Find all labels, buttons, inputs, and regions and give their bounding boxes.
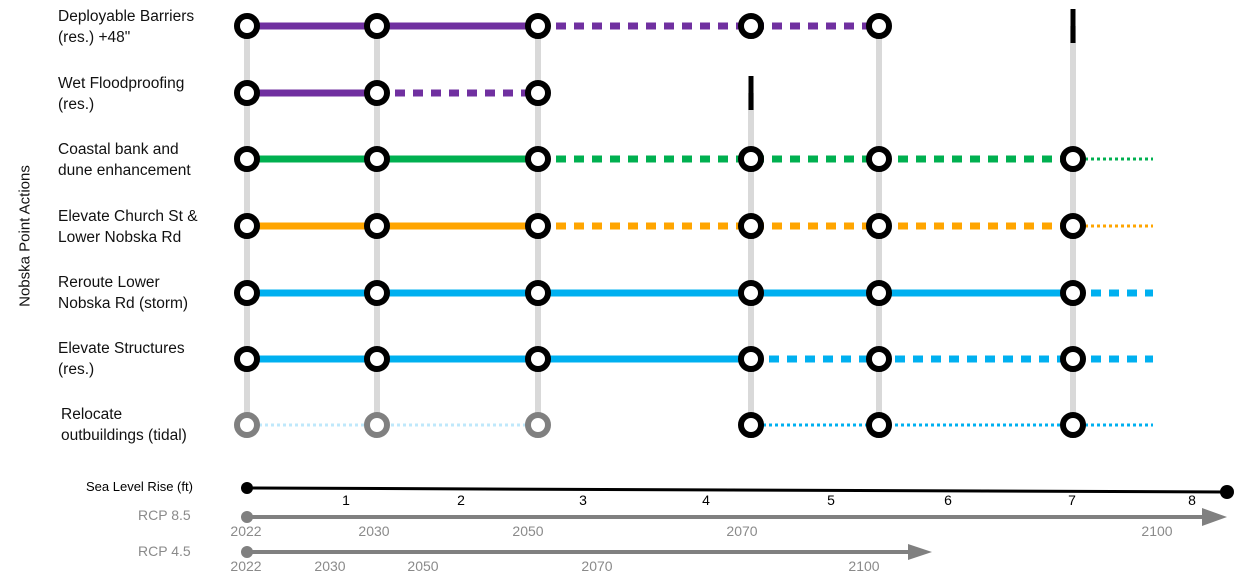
decision-node <box>1060 346 1086 372</box>
sea-level-rise-title: Sea Level Rise (ft) <box>86 479 193 494</box>
decision-nodes <box>234 13 1086 438</box>
action-label: Elevate Church St & Lower Nobska Rd <box>58 206 198 248</box>
action-label-line: Coastal bank and <box>58 141 179 158</box>
decision-node <box>738 13 764 39</box>
action-label-line: (res.) <box>58 361 95 378</box>
decision-node <box>234 213 260 239</box>
action-label: Wet Floodproofing (res.) <box>58 73 184 115</box>
decision-node <box>525 346 551 372</box>
decision-node <box>234 146 260 172</box>
rcp45-year-tick: 2022 <box>230 558 262 574</box>
rcp45-year-tick: 2050 <box>407 558 439 574</box>
sea-level-rise-tick: 7 <box>1068 492 1076 508</box>
decision-node <box>234 13 260 39</box>
decision-node <box>866 13 892 39</box>
decision-node <box>364 213 390 239</box>
rcp85-year-tick: 2030 <box>358 523 390 539</box>
decision-node <box>866 346 892 372</box>
action-label-line: (res.) <box>58 96 95 113</box>
rcp85-title: RCP 8.5 <box>138 507 191 523</box>
decision-node <box>866 412 892 438</box>
rcp85-arrowhead <box>1202 508 1227 526</box>
sea-level-rise-tick: 3 <box>579 492 587 508</box>
decision-node <box>525 13 551 39</box>
action-label-line: Wet Floodproofing <box>58 75 185 92</box>
decision-node <box>1060 412 1086 438</box>
decision-node <box>234 412 260 438</box>
action-label: Elevate Structures (res.) <box>58 338 185 380</box>
decision-node <box>234 346 260 372</box>
decision-node <box>738 280 764 306</box>
rcp45-year-tick: 2100 <box>848 558 880 574</box>
sea-level-rise-tick: 4 <box>702 492 710 508</box>
decision-node <box>525 280 551 306</box>
rcp45-title: RCP 4.5 <box>138 543 191 559</box>
decision-node <box>234 280 260 306</box>
decision-node <box>364 80 390 106</box>
decision-node <box>364 146 390 172</box>
rcp45-year-tick: 2030 <box>314 558 346 574</box>
rcp45-start-dot <box>241 546 253 558</box>
decision-node <box>364 412 390 438</box>
sea-level-rise-start-dot <box>241 482 253 494</box>
sea-level-rise-tick: 1 <box>342 492 350 508</box>
action-label-line: Lower Nobska Rd <box>58 229 182 246</box>
decision-node <box>738 146 764 172</box>
action-label-line: Elevate Structures <box>58 340 185 357</box>
action-label-line: Nobska Rd (storm) <box>58 295 189 312</box>
action-label-line: Relocate <box>61 406 123 423</box>
rcp85-year-tick: 2100 <box>1141 523 1173 539</box>
decision-node <box>364 346 390 372</box>
action-label-line: dune enhancement <box>58 162 191 179</box>
action-label: Relocate outbuildings (tidal) <box>61 404 187 446</box>
action-label: Reroute Lower Nobska Rd (storm) <box>58 272 188 314</box>
decision-node <box>525 213 551 239</box>
decision-node <box>738 213 764 239</box>
sea-level-rise-tick: 6 <box>944 492 952 508</box>
rcp45-year-tick: 2070 <box>581 558 613 574</box>
action-label-line: outbuildings (tidal) <box>61 427 187 444</box>
decision-node <box>234 80 260 106</box>
sea-level-rise-axis <box>246 486 1228 494</box>
decision-node <box>738 412 764 438</box>
decision-node <box>1060 146 1086 172</box>
action-pathway-lines <box>247 9 1153 427</box>
decision-node <box>866 213 892 239</box>
decision-node <box>364 280 390 306</box>
decision-node <box>364 13 390 39</box>
action-label: Coastal bank and dune enhancement <box>58 139 191 181</box>
sea-level-rise-tick: 2 <box>457 492 465 508</box>
sea-level-rise-end-dot <box>1220 485 1234 499</box>
decision-node <box>866 146 892 172</box>
decision-node <box>1060 213 1086 239</box>
action-label: Deployable Barriers (res.) +48" <box>58 6 194 48</box>
decision-node <box>1060 280 1086 306</box>
decision-node <box>525 412 551 438</box>
rcp45-arrowhead <box>908 544 932 560</box>
decision-node <box>525 80 551 106</box>
decision-node <box>866 280 892 306</box>
rcp85-start-dot <box>241 511 253 523</box>
decision-node <box>738 346 764 372</box>
rcp85-year-tick: 2050 <box>512 523 544 539</box>
sea-level-rise-tick: 5 <box>827 492 835 508</box>
decision-node <box>525 146 551 172</box>
action-label-line: Deployable Barriers <box>58 8 195 25</box>
action-label-line: Reroute Lower <box>58 274 160 291</box>
action-label-line: Elevate Church St & <box>58 208 198 225</box>
rcp85-year-tick: 2070 <box>726 523 758 539</box>
rcp85-year-tick: 2022 <box>230 523 262 539</box>
sea-level-rise-tick: 8 <box>1188 492 1196 508</box>
action-label-line: (res.) +48" <box>58 29 131 46</box>
timeline-axes <box>241 482 1234 560</box>
